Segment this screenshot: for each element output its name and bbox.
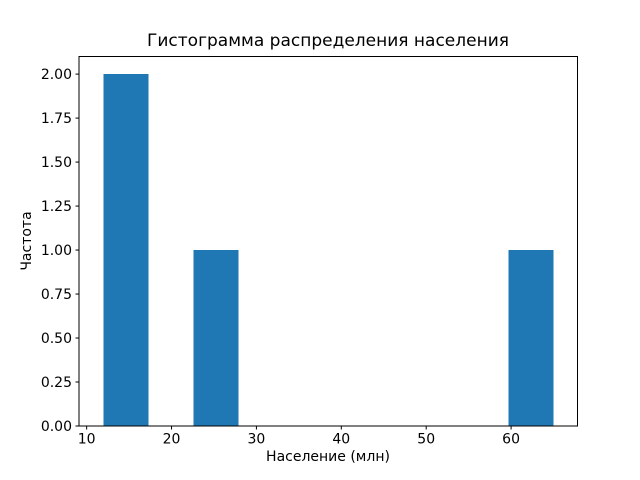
x-tick-label: 10 — [78, 432, 96, 448]
x-tick-label: 20 — [163, 432, 181, 448]
histogram-bar — [508, 250, 554, 426]
y-tick-label: 1.75 — [41, 111, 72, 127]
histogram-bar — [103, 74, 149, 426]
x-tick-label: 50 — [417, 432, 435, 448]
y-tick-label: 1.25 — [41, 199, 72, 215]
x-tick-label: 60 — [502, 432, 520, 448]
y-tick-label: 2.00 — [41, 67, 72, 83]
plot-border — [78, 56, 578, 427]
y-axis-label: Частота — [19, 211, 35, 271]
x-tick-label: 30 — [248, 432, 266, 448]
chart-title: Гистограмма распределения населения — [147, 31, 509, 51]
y-tick-label: 0.50 — [41, 331, 72, 347]
y-tick-label: 0.25 — [41, 375, 72, 391]
histogram-bar — [193, 250, 239, 426]
y-tick-label: 0.75 — [41, 287, 72, 303]
x-tick-label: 40 — [332, 432, 350, 448]
y-tick-label: 1.00 — [41, 243, 72, 259]
y-tick-label: 0.00 — [41, 419, 72, 435]
x-axis-label: Население (млн) — [266, 449, 390, 465]
y-tick-label: 1.50 — [41, 155, 72, 171]
